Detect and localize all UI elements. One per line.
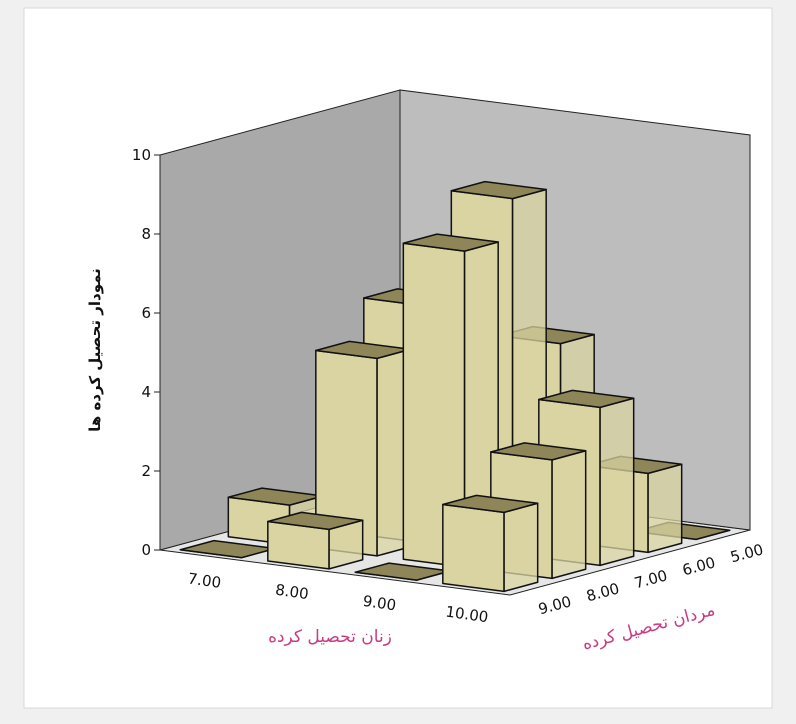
bar xyxy=(315,340,412,557)
bar xyxy=(267,511,364,570)
bars xyxy=(179,180,731,593)
bar-side xyxy=(647,463,683,554)
x-tick-label: 7.00 xyxy=(187,569,223,591)
y-tick-label: 0 xyxy=(141,541,151,559)
y-tick-label: 2 xyxy=(141,462,151,480)
y-tick-label: 10 xyxy=(132,146,151,164)
bar-top xyxy=(538,389,635,409)
bar-side xyxy=(599,397,635,567)
x-tick-label: 8.00 xyxy=(274,581,310,603)
bar xyxy=(442,494,539,593)
bar-top xyxy=(490,442,587,461)
bar-top xyxy=(442,494,539,514)
bar-top xyxy=(402,233,499,252)
y-axis: 0 2 4 6 8 10 xyxy=(132,146,160,559)
bar-top xyxy=(267,511,364,531)
y-axis-title: نمودار تحصیل کرده ها xyxy=(86,268,104,432)
x-tick-label: 10.00 xyxy=(444,603,489,627)
y-tick-label: 6 xyxy=(141,304,151,322)
x-tick-label: 9.00 xyxy=(362,592,398,614)
bar-side xyxy=(503,502,539,593)
bar-front xyxy=(442,503,505,593)
x-axis-title: زنان تحصیل کرده xyxy=(268,627,392,647)
bar-side xyxy=(551,450,587,580)
bar-top xyxy=(450,180,547,200)
y-tick-label: 8 xyxy=(141,225,151,243)
y-tick-label: 4 xyxy=(141,383,151,401)
